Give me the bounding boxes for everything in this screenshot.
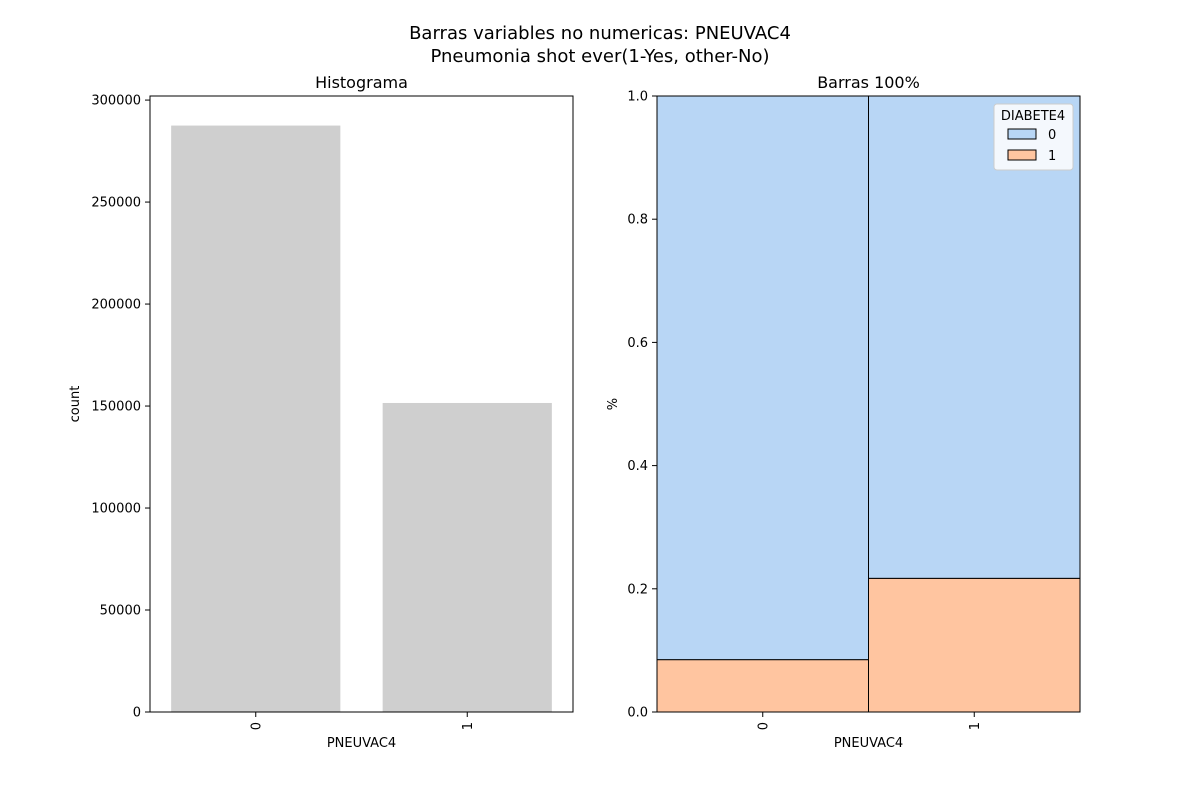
histogram-y-tick-label: 50000 — [100, 604, 141, 619]
histogram-bars — [171, 125, 552, 712]
stacked-chart-title: Barras 100% — [817, 73, 920, 92]
histogram-x-tick-label: 0 — [249, 722, 264, 730]
legend: DIABETE4 0 1 — [993, 103, 1074, 171]
stacked-x-axis-label: PNEUVAC4 — [834, 736, 903, 751]
stacked-y-tick-label: 0.4 — [627, 459, 648, 474]
stacked-bars — [656, 95, 1081, 713]
stacked-y-tick-label: 0.8 — [627, 213, 648, 228]
legend-label-series-0: 0 — [1048, 128, 1056, 143]
histogram-y-tick-label: 300000 — [91, 94, 141, 109]
histogram-y-tick-label: 200000 — [91, 298, 141, 313]
histogram-y-tick-label: 100000 — [91, 502, 141, 517]
figure-title-line-2: Pneumonia shot ever(1-Yes, other-No) — [430, 46, 769, 67]
histogram-chart: Histograma 0 50000 100000 150000 200000 25000… — [68, 73, 574, 751]
legend-swatch-series-1 — [1007, 149, 1037, 161]
stacked-x-tick-label: 1 — [968, 722, 983, 730]
stacked-y-tick-label: 0.2 — [627, 582, 648, 597]
histogram-y-tick-label: 0 — [133, 706, 141, 721]
stacked-y-tick-label: 0.0 — [627, 706, 648, 721]
legend-title: DIABETE4 — [1001, 109, 1065, 124]
histogram-y-axis-label: count — [68, 386, 83, 423]
histogram-title: Histograma — [315, 73, 408, 92]
histogram-y-tick-label: 150000 — [91, 400, 141, 415]
histogram-y-tick-label: 250000 — [91, 196, 141, 211]
histogram-y-ticks: 0 50000 100000 150000 200000 250000 300000 — [91, 94, 150, 721]
legend-label-series-1: 1 — [1048, 149, 1056, 164]
stacked-y-axis-label: % — [606, 398, 621, 410]
histogram-bar-0 — [171, 125, 341, 712]
histogram-bar-1 — [382, 402, 552, 712]
histogram-x-axis-label: PNEUVAC4 — [327, 736, 396, 751]
histogram-plot-frame — [149, 95, 574, 713]
legend-swatch-series-0 — [1007, 128, 1037, 140]
stacked-y-tick-label: 1.0 — [627, 90, 648, 105]
stacked-bar-1-series-1 — [868, 577, 1081, 713]
histogram-x-tick-label: 1 — [461, 722, 476, 730]
stacked-y-tick-label: 0.6 — [627, 336, 648, 351]
stacked-y-ticks: 0.0 0.2 0.4 0.6 0.8 1.0 — [627, 90, 657, 721]
stacked-x-tick-label: 0 — [756, 722, 771, 730]
stacked-bar-0-series-0 — [656, 95, 869, 661]
figure-title-line-1: Barras variables no numericas: PNEUVAC4 — [409, 23, 791, 44]
stacked-bar-0-series-1 — [656, 659, 869, 713]
stacked-plot-frame — [656, 95, 1081, 713]
